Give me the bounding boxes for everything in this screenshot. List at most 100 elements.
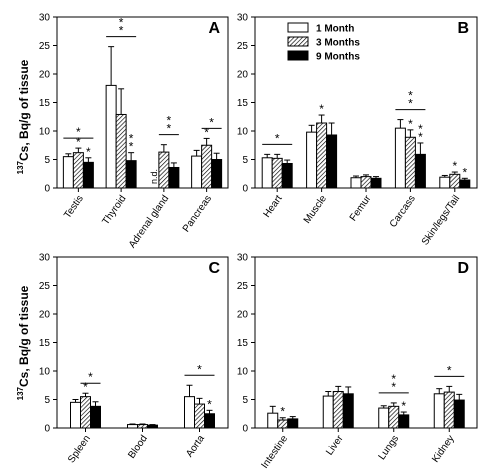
bar xyxy=(287,418,299,429)
x-tick-label: Blood xyxy=(126,433,150,460)
bar xyxy=(459,179,471,189)
x-tick-label: Testis xyxy=(62,193,86,220)
significance-star: * xyxy=(167,114,172,128)
y-tick-label: 15 xyxy=(39,98,51,109)
significance-star: * xyxy=(408,89,413,103)
bar xyxy=(125,160,137,189)
bar xyxy=(184,396,195,429)
y-axis-label-main-bottom: Cs, Bq/g of tissue xyxy=(17,285,31,387)
x-tick-label: Kidney xyxy=(430,433,457,464)
x-tick-label: Muscle xyxy=(302,193,329,226)
panel-letter: C xyxy=(208,260,220,277)
bar xyxy=(271,157,283,189)
bar xyxy=(453,399,465,429)
x-tick-label: Liver xyxy=(324,433,346,458)
y-tick-label: 0 xyxy=(242,184,248,195)
significance-star: * xyxy=(83,380,88,394)
bar xyxy=(439,176,451,189)
y-tick-label: 30 xyxy=(39,13,51,24)
x-tick-label: Spleen xyxy=(66,433,93,465)
significance-star: * xyxy=(88,370,93,384)
y-axis-label-bottom: 137Cs, Bq/g of tissue xyxy=(16,285,31,400)
bar xyxy=(306,131,318,189)
bar xyxy=(261,157,273,189)
bar xyxy=(80,396,91,429)
x-tick-label: Intestine xyxy=(260,433,291,469)
bar xyxy=(115,113,127,189)
bar xyxy=(127,424,138,429)
bar xyxy=(398,414,410,429)
significance-star: * xyxy=(129,132,134,146)
y-tick-label: 30 xyxy=(39,253,51,264)
bar xyxy=(204,413,215,429)
bar xyxy=(322,395,334,429)
significance-star: * xyxy=(167,122,172,136)
y-tick-label: 20 xyxy=(39,310,51,321)
y-tick-label: 5 xyxy=(242,395,248,406)
bar xyxy=(388,405,400,429)
x-tick-label: Lungs xyxy=(377,433,402,462)
bar xyxy=(332,391,344,429)
y-tick-label: 5 xyxy=(242,155,248,166)
significance-star: * xyxy=(275,131,280,145)
significance-star: * xyxy=(418,130,423,144)
panel-letter: B xyxy=(457,20,469,37)
significance-star: * xyxy=(418,122,423,136)
legend-swatch xyxy=(287,36,309,47)
bar xyxy=(211,159,223,189)
significance-star: * xyxy=(129,140,134,154)
legend-entry: 9 Months xyxy=(316,52,360,63)
significance-star: * xyxy=(319,102,324,116)
panel-letter: D xyxy=(457,260,469,277)
legend-swatch xyxy=(287,22,309,33)
y-tick-label: 0 xyxy=(242,424,248,435)
bar xyxy=(370,177,382,189)
bar xyxy=(449,173,461,189)
x-tick-label: Aorta xyxy=(184,433,207,459)
bar xyxy=(137,424,148,429)
significance-star: * xyxy=(119,24,124,38)
bar xyxy=(267,412,279,429)
significance-star: * xyxy=(401,399,406,413)
legend: 1 Month 3 Months 9 Months xyxy=(287,22,360,63)
significance-star: * xyxy=(197,362,202,376)
significance-star: * xyxy=(391,380,396,394)
significance-star: * xyxy=(280,405,285,419)
significance-star: * xyxy=(209,115,214,129)
bar xyxy=(147,424,158,429)
legend-entry: 1 Month xyxy=(316,24,354,35)
significance-star: * xyxy=(204,125,209,139)
y-tick-label: 30 xyxy=(237,253,249,264)
y-tick-label: 25 xyxy=(39,281,51,292)
significance-star: * xyxy=(408,117,413,131)
x-tick-label: Femur xyxy=(348,193,374,224)
nd-label: n.d. xyxy=(149,169,159,184)
bar xyxy=(72,152,84,189)
y-tick-label: 15 xyxy=(237,98,249,109)
y-axis-label-top: 137Cs, Bq/g of tissue xyxy=(16,59,31,174)
y-tick-label: 15 xyxy=(39,338,51,349)
bar xyxy=(191,155,203,189)
bar xyxy=(342,393,354,429)
x-tick-label: Skin/legs/Tail xyxy=(420,193,462,247)
bar xyxy=(443,391,455,429)
significance-star: * xyxy=(119,16,124,30)
bar xyxy=(105,84,117,189)
bar xyxy=(70,401,81,429)
bar xyxy=(158,151,170,189)
bar xyxy=(316,122,328,189)
bar xyxy=(394,127,406,189)
x-tick-label: Carcass xyxy=(388,193,418,229)
y-tick-label: 25 xyxy=(39,41,51,52)
x-tick-label: Heart xyxy=(262,193,285,220)
significance-star: * xyxy=(391,372,396,386)
y-tick-label: 10 xyxy=(39,367,51,378)
legend-swatch xyxy=(287,50,309,61)
y-tick-label: 10 xyxy=(39,127,51,138)
bar xyxy=(414,153,426,189)
